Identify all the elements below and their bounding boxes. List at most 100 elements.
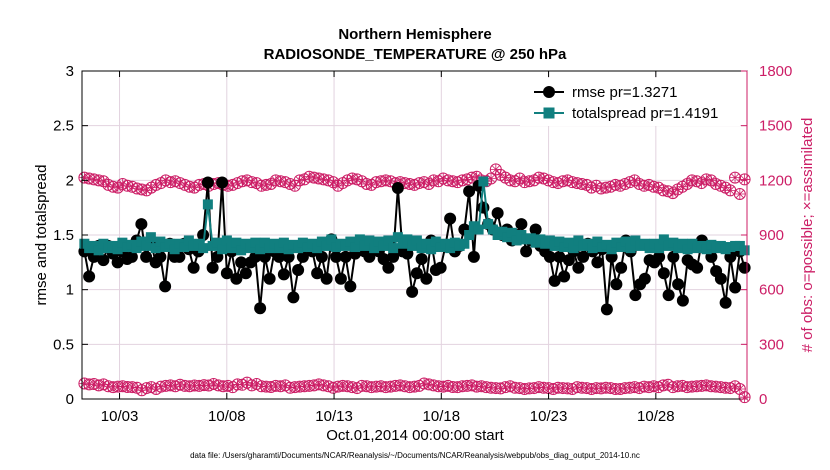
y2-tick-label: 0 (759, 391, 767, 408)
rmse-point (638, 272, 651, 285)
spread-point (430, 236, 441, 247)
spread-point (145, 232, 156, 243)
spread-point (388, 243, 399, 254)
rmse-point (558, 270, 571, 283)
rmse-point (562, 254, 575, 267)
spread-point (198, 243, 209, 254)
spread-point (506, 227, 517, 238)
rmse-point (444, 212, 457, 225)
rmse-point (220, 267, 233, 280)
rmse-point (287, 291, 300, 304)
chart-title: Northern Hemisphere (338, 26, 491, 43)
y-tick-label: 0.5 (53, 336, 74, 353)
rmse-point (97, 254, 110, 267)
rmse-point (344, 280, 357, 293)
rmse-point (653, 250, 666, 263)
y-axis-label: rmse and totalspread (33, 165, 50, 306)
rmse-point (315, 250, 328, 263)
rmse-point (125, 250, 138, 263)
spread-point (378, 240, 389, 251)
spread-point (625, 243, 636, 254)
rmse-point (729, 281, 742, 294)
rmse-point (714, 272, 727, 285)
rmse-point (135, 218, 148, 231)
spread-point (155, 236, 166, 247)
obs-count-point (733, 188, 746, 200)
rmse-point (491, 207, 504, 220)
spread-point (164, 238, 175, 249)
rmse-point (600, 303, 613, 316)
spread-point (606, 244, 617, 255)
x-tick-label: 10/03 (101, 408, 139, 425)
spread-point (563, 237, 574, 248)
rmse-point (415, 253, 428, 266)
obs-count-point (738, 173, 751, 186)
spread-point (511, 235, 522, 246)
rmse-point (206, 261, 219, 274)
spread-point (326, 234, 337, 245)
rmse-point (292, 263, 305, 276)
rmse-point (216, 176, 229, 189)
rmse-point (591, 256, 604, 269)
y-tick-label: 3 (66, 63, 74, 80)
spread-point (668, 237, 679, 248)
spread-point (169, 244, 180, 255)
spread-point (221, 235, 232, 246)
spread-point (383, 235, 394, 246)
y-tick-label: 0 (66, 391, 74, 408)
legend-rmse-marker (543, 86, 555, 98)
spread-point (359, 240, 370, 251)
spread-point (202, 199, 213, 210)
spread-point (141, 240, 152, 251)
spread-point (259, 237, 270, 248)
rmse-point (615, 261, 628, 274)
rmse-point (420, 272, 433, 285)
rmse-point (339, 250, 352, 263)
rmse-point (520, 245, 533, 258)
rmse-point (548, 274, 561, 287)
spread-point (231, 237, 242, 248)
y2-tick-label: 1500 (759, 118, 792, 135)
spread-point (345, 236, 356, 247)
y2-tick-label: 900 (759, 227, 784, 244)
rmse-point (254, 302, 267, 315)
rmse-point (197, 229, 210, 241)
spread-point (544, 235, 555, 246)
spread-point (592, 236, 603, 247)
spread-point (364, 235, 375, 246)
spread-point (402, 234, 413, 245)
rmse-point (738, 261, 751, 274)
rmse-point (154, 250, 167, 263)
spread-point (411, 235, 422, 246)
spread-point (131, 243, 142, 254)
spread-point (426, 244, 437, 255)
spread-point (573, 235, 584, 246)
spread-point (293, 243, 304, 254)
obs-count-point (729, 171, 742, 184)
spread-point (421, 238, 432, 249)
obs-count-point (504, 380, 517, 393)
spread-point (250, 237, 261, 248)
x-axis-label: Oct.01,2014 00:00:00 start (326, 427, 504, 444)
spread-point (654, 243, 665, 254)
rmse-point (111, 256, 124, 269)
spread-point (568, 243, 579, 254)
spread-point (274, 243, 285, 254)
rmse-point (463, 185, 476, 198)
spread-point (245, 243, 256, 254)
y-tick-label: 1 (66, 282, 74, 299)
spread-point (212, 237, 223, 248)
spread-point (464, 230, 475, 240)
rmse-point (662, 289, 675, 302)
y2-tick-label: 600 (759, 282, 784, 299)
data-series (78, 176, 751, 316)
spread-point (487, 224, 498, 235)
y2-tick-label: 1200 (759, 172, 792, 189)
y-tick-label: 1.5 (53, 227, 74, 244)
rmse-point (529, 223, 542, 236)
x-tick-label: 10/28 (637, 408, 675, 425)
rmse-point (239, 267, 252, 280)
rmse-point (657, 267, 670, 280)
rmse-point (377, 253, 390, 266)
rmse-point (382, 261, 395, 274)
